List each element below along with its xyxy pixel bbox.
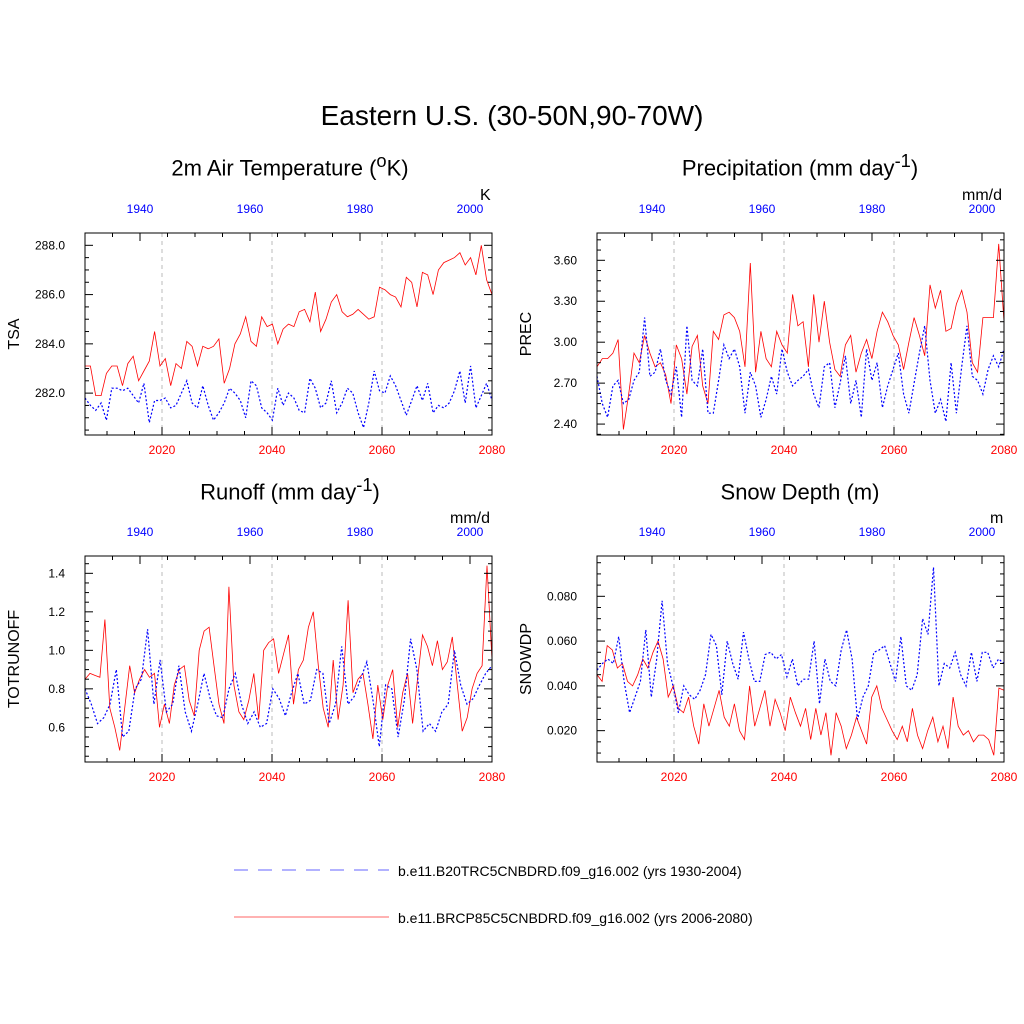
series-line-historical — [596, 567, 1005, 720]
series-line-future — [84, 565, 493, 751]
panel-title-sup: -1 — [356, 474, 373, 495]
y-tick-label: 286.0 — [35, 288, 65, 302]
legend-line-future — [234, 916, 389, 918]
y-tick-label: 284.0 — [35, 337, 65, 351]
panel-title-tail: ) — [372, 479, 380, 505]
x-tick-label-bottom: 2020 — [149, 443, 176, 457]
y-tick-label: 0.020 — [547, 724, 577, 738]
x-tick-label-top: 1960 — [237, 525, 264, 539]
x-tick-label-top: 2000 — [457, 202, 484, 216]
y-axis-label: TSA — [6, 318, 23, 349]
panel-title-text: Snow Depth (m) — [720, 479, 880, 505]
series-line-future — [596, 639, 1005, 756]
panel-title-runoff: Runoff (mm day-1) — [80, 474, 500, 505]
panel-title-snow: Snow Depth (m) — [590, 474, 1010, 505]
chart-panel-totrunoff: 2020 2040 2060 2080 1940 1960 1980 2000 0.6 0.8 1.… — [6, 525, 506, 784]
y-tick-label: 1.4 — [48, 566, 65, 580]
x-tick-label-top: 1980 — [859, 202, 886, 216]
units-label-prec: mm/d — [962, 187, 1002, 204]
y-tick-label: 288.0 — [35, 238, 65, 252]
x-tick-label-bottom: 2080 — [479, 770, 506, 784]
x-tick-label-top: 1960 — [749, 202, 776, 216]
x-tick-label-bottom: 2080 — [479, 443, 506, 457]
y-tick-label: 1.2 — [48, 605, 65, 619]
chart-panel-snowdp: 2020 2040 2060 2080 1940 1960 1980 2000 0.020 0.0… — [518, 525, 1018, 784]
y-axis-label: PREC — [518, 312, 535, 356]
legend-label-future: b.e11.BRCP85C5CNBDRD.f09_g16.002 (yrs 20… — [398, 910, 753, 926]
x-tick-label-top: 1980 — [347, 202, 374, 216]
panel-title-prec: Precipitation (mm day-1) — [590, 150, 1010, 181]
chart-panel-prec: 2020 2040 2060 2080 1940 1960 1980 2000 2.40 2.70… — [518, 202, 1018, 457]
plot-frame — [596, 232, 1005, 436]
series-line-historical — [596, 317, 1005, 422]
x-tick-label-bottom: 2060 — [369, 770, 396, 784]
y-tick-label: 282.0 — [35, 386, 65, 400]
x-tick-label-top: 2000 — [969, 525, 996, 539]
series-line-future — [85, 245, 493, 397]
panel-title-text: 2m Air Temperature ( — [171, 155, 377, 181]
x-tick-label-top: 1940 — [127, 525, 154, 539]
y-tick-label: 3.30 — [554, 294, 578, 308]
x-tick-label-top: 1940 — [639, 525, 666, 539]
x-tick-label-bottom: 2080 — [991, 770, 1018, 784]
panel-title-tail: K) — [386, 155, 409, 181]
x-tick-label-top: 2000 — [457, 525, 484, 539]
x-tick-label-top: 1980 — [859, 525, 886, 539]
legend-line-historical — [234, 869, 389, 871]
panel-title-tail: ) — [910, 155, 919, 181]
x-tick-label-top: 2000 — [969, 202, 996, 216]
x-tick-label-bottom: 2080 — [991, 443, 1018, 457]
series-line-historical — [84, 365, 493, 430]
x-tick-label-top: 1940 — [639, 202, 666, 216]
x-tick-label-top: 1980 — [347, 525, 374, 539]
y-tick-label: 2.70 — [554, 376, 578, 390]
x-tick-label-bottom: 2060 — [369, 443, 396, 457]
plot-frame — [84, 555, 493, 763]
y-tick-label: 2.40 — [554, 417, 578, 431]
y-tick-label: 1.0 — [48, 643, 65, 657]
x-tick-label-bottom: 2040 — [259, 443, 286, 457]
x-tick-label-bottom: 2020 — [661, 443, 688, 457]
x-tick-label-top: 1960 — [237, 202, 264, 216]
series-line-historical — [84, 629, 493, 747]
x-tick-label-bottom: 2020 — [661, 770, 688, 784]
series-line-future — [596, 243, 1005, 430]
y-tick-label: 0.040 — [547, 679, 577, 693]
x-tick-label-top: 1960 — [749, 525, 776, 539]
y-axis-label: SNOWDP — [518, 623, 535, 695]
panel-title-sup: o — [376, 150, 387, 171]
x-tick-label-bottom: 2040 — [771, 443, 798, 457]
units-label-tsa: K — [480, 187, 491, 204]
y-tick-label: 0.080 — [547, 589, 577, 603]
plot-frame — [84, 232, 493, 436]
panel-title-text: Precipitation (mm day — [681, 155, 895, 181]
units-label-runoff: mm/d — [450, 510, 490, 527]
x-tick-label-bottom: 2060 — [881, 770, 908, 784]
legend-label-historical: b.e11.B20TRC5CNBDRD.f09_g16.002 (yrs 193… — [398, 863, 742, 879]
y-tick-label: 3.60 — [554, 253, 578, 267]
x-tick-label-bottom: 2060 — [881, 443, 908, 457]
x-tick-label-top: 1940 — [127, 202, 154, 216]
panel-title-sup: -1 — [894, 150, 911, 171]
x-tick-label-bottom: 2020 — [149, 770, 176, 784]
plot-frame — [596, 555, 1005, 763]
main-title: Eastern U.S. (30-50N,90-70W) — [320, 100, 704, 131]
y-tick-label: 3.00 — [554, 335, 578, 349]
units-label-snow: m — [990, 510, 1004, 527]
x-tick-label-bottom: 2040 — [771, 770, 798, 784]
y-axis-label: TOTRUNOFF — [6, 610, 23, 709]
panel-title-text: Runoff (mm day — [200, 479, 357, 505]
chart-panel-tsa: 2020 2040 2060 2080 1940 1960 1980 2000 282.0 284… — [6, 202, 506, 457]
panel-title-tsa: 2m Air Temperature (oK) — [80, 150, 500, 181]
y-tick-label: 0.060 — [547, 634, 577, 648]
y-tick-label: 0.8 — [48, 682, 65, 696]
y-tick-label: 0.6 — [48, 720, 65, 734]
x-tick-label-bottom: 2040 — [259, 770, 286, 784]
